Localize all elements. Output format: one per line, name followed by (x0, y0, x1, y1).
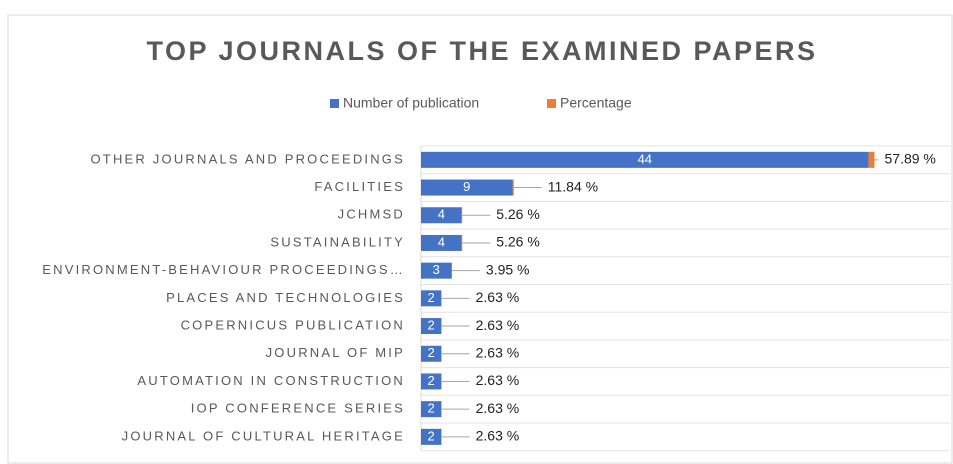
percentage-label: 2.63 % (476, 289, 520, 305)
bar-value-label: 9 (463, 179, 470, 194)
category-label: IOP CONFERENCE SERIES (191, 401, 405, 416)
category-label: ENVIRONMENT-BEHAVIOUR PROCEEDINGS… (42, 262, 405, 277)
bar-segment (421, 345, 442, 362)
bar-value-label: 4 (438, 234, 445, 249)
bar-segment (421, 428, 442, 445)
percentage-label: 2.63 % (476, 400, 520, 416)
legend-swatch (330, 99, 339, 108)
category-label: JOURNAL OF CULTURAL HERITAGE (122, 428, 405, 443)
legend-swatch (547, 99, 556, 108)
category-label: FACILITIES (314, 179, 405, 194)
legend-label: Number of publication (343, 95, 479, 111)
category-label: JOURNAL OF MIP (266, 345, 405, 360)
bar-segment (461, 207, 463, 224)
percentage-label: 5.26 % (496, 234, 540, 250)
bar-segment (421, 290, 442, 307)
percentage-label: 5.26 % (496, 206, 540, 222)
bar-segment (868, 151, 875, 168)
percentage-label: 2.63 % (476, 344, 520, 360)
bar-segment (421, 401, 442, 418)
bar-value-label: 2 (428, 345, 435, 360)
category-label: PLACES AND TECHNOLOGIES (166, 290, 405, 305)
percentage-label: 2.63 % (476, 372, 520, 388)
bar-segment (421, 179, 513, 196)
bar-value-label: 2 (428, 317, 435, 332)
legend-label: Percentage (560, 95, 632, 111)
bar-segment (421, 262, 452, 279)
bar-segment (421, 373, 442, 390)
bar-value-label: 2 (428, 428, 435, 443)
bar-value-label: 44 (638, 151, 652, 166)
bar-segment (421, 318, 442, 335)
bar-value-label: 2 (428, 290, 435, 305)
bar-segment (421, 234, 462, 251)
bar-value-label: 2 (428, 401, 435, 416)
bar-value-label: 3 (433, 262, 440, 277)
percentage-label: 3.95 % (486, 261, 530, 277)
bar-value-label: 2 (428, 373, 435, 388)
category-label: COPERNICUS PUBLICATION (181, 317, 405, 332)
percentage-label: 57.89 % (885, 151, 936, 167)
percentage-label: 2.63 % (476, 428, 520, 444)
chart-frame (7, 14, 953, 464)
category-label: JCHMSD (338, 207, 405, 222)
category-label: SUSTAINABILITY (270, 234, 405, 249)
bar-segment (421, 151, 869, 168)
bar-segment (421, 207, 462, 224)
percentage-label: 11.84 % (548, 178, 598, 194)
bar-value-label: 4 (438, 207, 445, 222)
category-label: AUTOMATION IN CONSTRUCTION (137, 373, 405, 388)
percentage-label: 2.63 % (476, 317, 520, 333)
chart-title: TOP JOURNALS OF THE EXAMINED PAPERS (146, 36, 817, 66)
bar-segment (461, 234, 463, 251)
category-label: OTHER JOURNALS AND PROCEEDINGS (91, 151, 406, 166)
bar-segment (512, 179, 514, 196)
